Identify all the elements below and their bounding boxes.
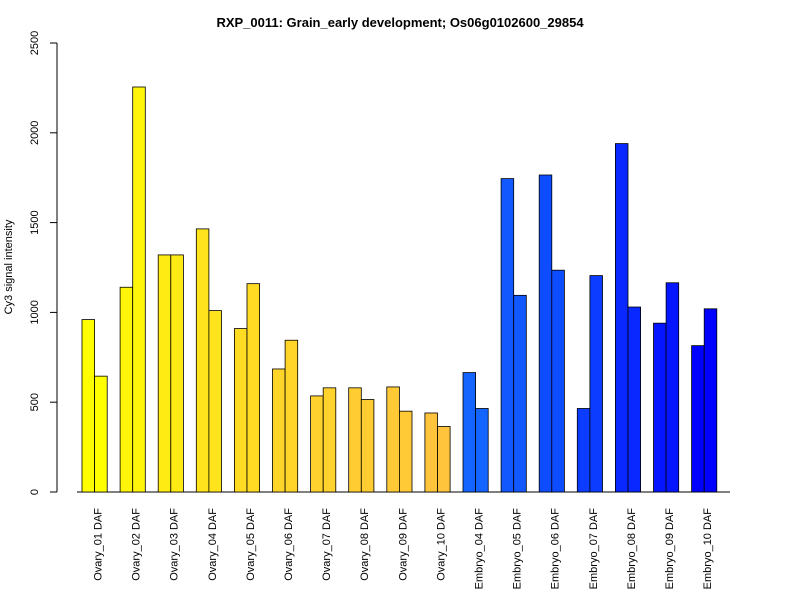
y-axis: 0 500 1000 1500 2000 2500 [29, 31, 57, 495]
y-tick-label: 1000 [29, 300, 41, 324]
bar [386, 386, 400, 493]
x-tick-label: Ovary_05 DAF [245, 508, 257, 581]
bar [653, 322, 667, 493]
x-tick-label: Embryo_10 DAF [702, 508, 714, 590]
x-tick-label: Ovary_01 DAF [93, 508, 105, 581]
bar [462, 372, 477, 493]
bar [195, 228, 210, 493]
x-tick-label: Ovary_07 DAF [321, 508, 333, 581]
x-tick-label: Ovary_09 DAF [397, 508, 409, 581]
y-tick-label: 1500 [29, 210, 41, 234]
bar [665, 282, 680, 493]
bar [94, 375, 108, 493]
bar [246, 283, 261, 493]
bar [500, 178, 515, 493]
y-tick-label: 2000 [29, 121, 41, 145]
bar [284, 339, 299, 493]
bar [589, 275, 603, 493]
bar [475, 408, 489, 493]
bar [627, 306, 642, 493]
x-tick-label: Embryo_04 DAF [474, 508, 486, 590]
bar [424, 412, 438, 493]
x-tick-label: Ovary_06 DAF [283, 508, 295, 581]
x-tick-label: Ovary_08 DAF [359, 508, 371, 581]
x-tick-label: Ovary_02 DAF [131, 508, 143, 581]
bar [538, 174, 553, 493]
bar [157, 254, 172, 493]
bar [576, 408, 591, 493]
bar [437, 426, 451, 493]
bar [348, 387, 362, 493]
bar [310, 395, 324, 493]
x-tick-label: Ovary_10 DAF [435, 508, 447, 581]
x-tick-label: Ovary_04 DAF [207, 508, 219, 581]
bar [551, 269, 565, 493]
bar [615, 143, 629, 493]
y-axis-title: Cy3 signal intensity [3, 219, 15, 314]
x-tick-label: Embryo_07 DAF [588, 508, 600, 590]
bar [691, 345, 705, 493]
bar [513, 294, 527, 493]
bar [208, 310, 222, 493]
y-tick-label: 500 [29, 393, 41, 411]
x-tick-label: Embryo_06 DAF [550, 508, 562, 590]
x-tick-label: Embryo_09 DAF [664, 508, 676, 590]
bar [272, 368, 286, 493]
x-tick-label: Embryo_05 DAF [512, 508, 524, 590]
bar [132, 86, 146, 493]
x-tick-label: Ovary_03 DAF [169, 508, 181, 581]
y-tick-label: 0 [29, 489, 41, 495]
chart-title: RXP_0011: Grain_early development; Os06g… [216, 15, 584, 30]
bar [119, 286, 134, 493]
bar [81, 319, 96, 493]
x-axis-labels: Ovary_01 DAF Ovary_02 DAF Ovary_03 DAF Ovar… [93, 508, 715, 590]
bar [398, 410, 413, 493]
bar [322, 387, 337, 493]
y-tick-label: 2500 [29, 31, 41, 55]
bar [233, 328, 248, 493]
x-tick-label: Embryo_08 DAF [626, 508, 638, 590]
bar [703, 308, 718, 493]
bars-group [81, 86, 718, 493]
bar [170, 254, 184, 493]
bar [360, 399, 375, 493]
